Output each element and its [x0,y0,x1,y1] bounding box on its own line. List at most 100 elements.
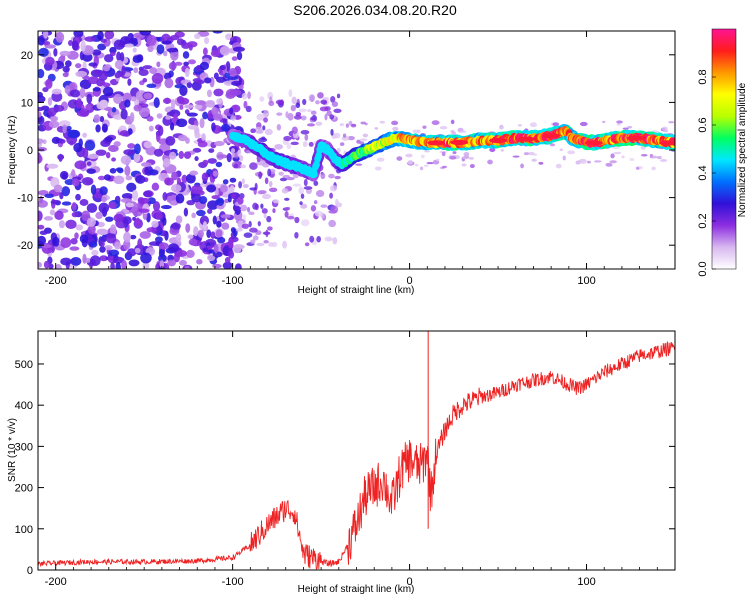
noise-blob [137,238,143,250]
noise-blob [129,112,135,123]
noise-blob [263,213,267,219]
noise-blob [184,67,190,78]
noise-blob [86,161,92,166]
noise-blob [113,213,124,223]
noise-blob [170,184,182,193]
noise-blob [262,125,266,131]
noise-blob [71,169,76,178]
noise-blob [194,33,201,40]
noise-blob [114,72,121,79]
noise-blob [262,193,271,200]
noise-blob [86,217,96,227]
noise-blob [339,123,344,127]
noise-blob [258,171,263,180]
noise-blob [256,242,265,247]
noise-blob [294,216,300,224]
noise-blob [110,261,115,269]
noise-blob [133,152,141,163]
noise-blob [184,109,190,115]
noise-blob [38,235,47,246]
noise-blob [105,233,117,244]
snr-line [38,340,675,570]
noise-blob [111,157,117,162]
noise-blob [254,126,263,134]
noise-blob [216,220,222,228]
snr-xtick-label: -200 [45,576,67,588]
noise-blob [257,190,267,195]
noise-blob [214,140,225,147]
noise-blob [169,151,177,160]
noise-blob [259,96,265,102]
noise-blob [219,65,226,71]
noise-blob [147,197,156,205]
noise-blob [88,62,98,67]
noise-blob [165,136,176,146]
noise-blob [87,76,100,85]
noise-blob [62,72,69,78]
noise-blob [151,72,164,84]
noise-blob [82,147,89,159]
noise-blob [264,128,273,136]
noise-blob [67,99,80,109]
noise-blob [139,231,151,239]
noise-blob [210,231,216,239]
noise-blob [555,163,562,169]
noise-blob [211,122,216,132]
noise-blob [158,242,169,250]
noise-blob [58,220,65,229]
noise-blob [162,97,172,104]
noise-blob [324,113,328,121]
noise-blob [252,235,259,241]
noise-blob [123,231,131,243]
snr-xlabel: Height of straight line (km) [298,584,415,595]
noise-blob [276,112,283,116]
noise-blob [122,216,132,225]
noise-blob [199,118,205,129]
noise-blob [97,175,106,181]
noise-blob [72,178,80,187]
noise-blob [487,159,493,165]
noise-blob [333,108,342,114]
noise-blob [74,232,79,240]
noise-blob [335,198,339,206]
noise-blob [249,187,257,191]
noise-blob [405,153,413,158]
noise-blob [140,252,152,264]
spectrogram-ytick-label: -10 [17,193,33,205]
noise-blob [459,130,467,133]
noise-blob [101,196,107,203]
noise-blob [75,63,82,69]
noise-blob [529,122,538,128]
noise-blob [189,170,199,176]
noise-blob [242,214,247,221]
noise-blob [300,115,307,121]
noise-blob [567,150,576,155]
noise-blob [263,240,269,244]
noise-blob [120,108,128,120]
noise-blob [228,67,237,77]
noise-blob [300,193,305,199]
noise-blob [199,61,210,71]
colorbar-tick-label: 0.6 [697,117,709,132]
noise-blob [329,114,335,120]
noise-blob [315,121,323,126]
noise-blob [121,259,128,269]
noise-blob [194,100,207,106]
noise-blob [207,208,213,214]
noise-blob [190,184,203,195]
noise-blob [193,226,199,237]
spectrogram-ytick-label: 20 [21,50,33,62]
noise-blob [182,51,190,59]
noise-blob [248,220,252,228]
noise-blob [99,115,105,123]
noise-blob [412,129,419,134]
noise-blob [73,142,83,153]
snr-ylabel: SNR (10 * v/v) [7,418,18,482]
noise-blob [286,177,295,181]
noise-blob [222,179,229,185]
noise-blob [216,204,225,210]
ridge-peak [584,140,603,146]
noise-blob [60,237,72,248]
noise-blob [231,193,237,200]
noise-blob [62,124,67,134]
